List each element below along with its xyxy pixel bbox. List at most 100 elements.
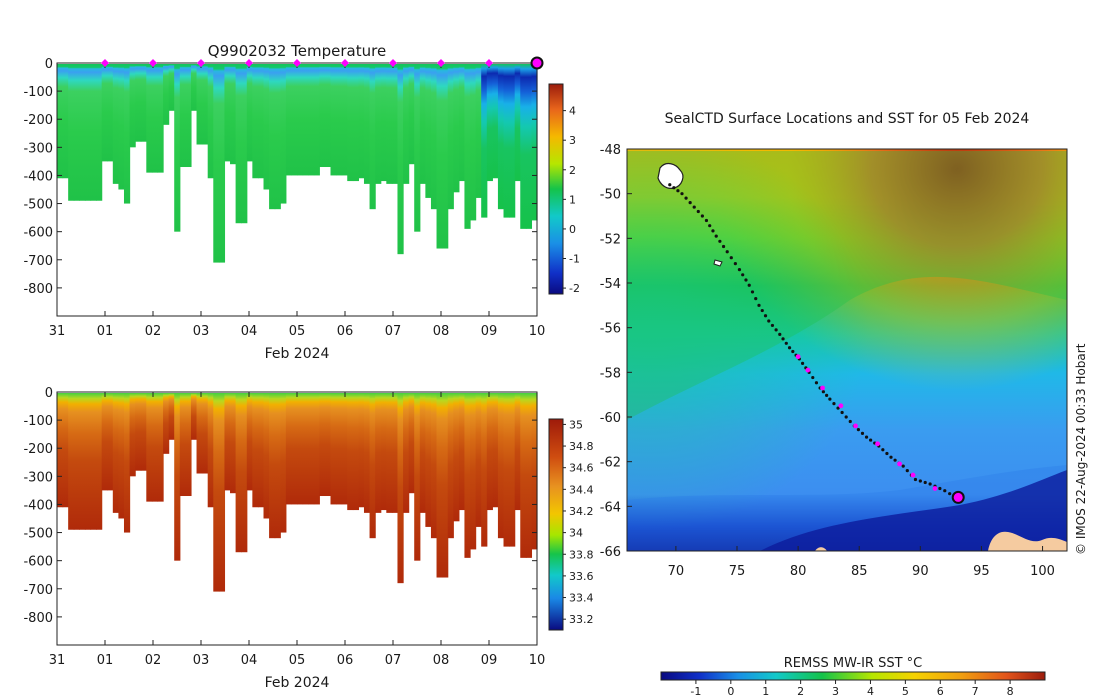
- temperature-profile: [146, 64, 152, 173]
- temperature-profile: [113, 64, 119, 184]
- salinity-colorbar-tick-label: 34.2: [569, 505, 594, 518]
- track-point: [785, 342, 788, 345]
- salinity-colorbar-tick-label: 34.6: [569, 462, 594, 475]
- temperature-profile: [124, 64, 130, 204]
- sst-colorbar-tick-label: 7: [972, 685, 979, 698]
- salinity-profile: [520, 393, 526, 558]
- temperature-x-tick-label: 07: [385, 324, 402, 339]
- salinity-y-tick-label: -400: [23, 498, 53, 513]
- track-daily-marker: [853, 424, 858, 429]
- temperature-x-tick-label: 09: [481, 324, 498, 339]
- temperature-profile: [481, 64, 487, 218]
- map-y-tick-label: -48: [600, 143, 621, 158]
- temperature-y-tick-label: -400: [23, 169, 53, 184]
- temperature-profile: [442, 64, 448, 249]
- temperature-section-panel: Q9902032 Temperature 0 -100 -200 -300 -400 -5…: [23, 42, 579, 362]
- track-point: [718, 240, 721, 243]
- sst-colorbar: [661, 672, 1045, 680]
- track-point: [781, 337, 784, 340]
- track-point: [672, 186, 675, 189]
- salinity-profile: [208, 393, 214, 507]
- salinity-x-tick-label: 02: [145, 653, 162, 668]
- track-daily-marker: [911, 473, 916, 478]
- temperature-y-tick-label: -800: [23, 282, 53, 297]
- temperature-colorbar-tick-label: -2: [569, 282, 580, 295]
- temperature-profile: [314, 64, 320, 175]
- sst-colorbar-tick-label: 8: [1007, 685, 1014, 698]
- sst-colorbar-tick-label: 1: [762, 685, 769, 698]
- salinity-profile: [442, 393, 448, 578]
- salinity-x-label: Feb 2024: [265, 675, 330, 691]
- temperature-colorbar-tick-label: 3: [569, 134, 576, 147]
- track-daily-marker: [897, 462, 902, 467]
- temperature-profile: [325, 64, 331, 167]
- salinity-profile: [96, 393, 102, 530]
- salinity-profile: [330, 393, 336, 504]
- salinity-profile: [470, 393, 476, 549]
- temperature-profile: [347, 64, 353, 181]
- salinity-section-panel: 0-100-200-300-400-500-600-700-800 31 01 02…: [23, 386, 593, 691]
- temperature-x-tick-label: 31: [49, 324, 66, 339]
- salinity-profile: [420, 393, 426, 513]
- salinity-profile: [392, 393, 398, 513]
- track-point: [676, 189, 679, 192]
- track-point: [705, 219, 708, 222]
- temperature-colorbar-tick-label: 4: [569, 105, 576, 118]
- salinity-profile: [57, 393, 63, 507]
- salinity-profile: [297, 393, 303, 504]
- salinity-profile: [347, 393, 353, 510]
- salinity-colorbar-tick-label: 34.4: [569, 483, 594, 496]
- salinity-profile: [146, 393, 152, 502]
- track-point: [801, 362, 804, 365]
- salinity-colorbar-tick-label: 35: [569, 418, 583, 431]
- figure-canvas: Q9902032 Temperature 0-100-200-300-400-5…: [0, 0, 1100, 700]
- track-point: [734, 262, 737, 265]
- salinity-profile: [487, 393, 493, 510]
- sst-field: [627, 149, 1067, 551]
- map-y-tick-label: -60: [600, 411, 621, 426]
- track-point: [761, 309, 764, 312]
- temperature-profile: [319, 64, 325, 167]
- temperature-profile: [459, 64, 465, 181]
- temperature-profile: [152, 64, 158, 173]
- track-point: [697, 210, 700, 213]
- temperature-profile: [414, 64, 420, 232]
- temperature-profile: [425, 64, 431, 198]
- track-point: [885, 452, 888, 455]
- temperature-panel-title: Q9902032 Temperature: [208, 42, 386, 60]
- track-point: [881, 448, 884, 451]
- temperature-profile: [264, 64, 270, 190]
- temperature-profile: [57, 64, 63, 178]
- salinity-profile: [314, 393, 320, 504]
- salinity-profile: [63, 393, 69, 507]
- track-daily-marker: [796, 354, 801, 359]
- temperature-profile: [392, 64, 398, 184]
- latest-profile-marker: [532, 58, 543, 69]
- salinity-colorbar-tick-label: 33.2: [569, 613, 594, 626]
- salinity-profile: [107, 393, 113, 490]
- salinity-profile: [375, 393, 381, 513]
- salinity-profile: [386, 393, 392, 513]
- salinity-profile: [275, 393, 281, 538]
- salinity-profile: [68, 393, 74, 530]
- track-point: [764, 314, 767, 317]
- temperature-x-tick-label: 04: [241, 324, 258, 339]
- salinity-profile: [504, 393, 510, 547]
- temperature-profile: [107, 64, 113, 161]
- temperature-profile: [509, 64, 515, 218]
- salinity-profile: [280, 393, 286, 533]
- salinity-profile: [113, 393, 119, 513]
- temperature-x-tick-label: 10: [529, 324, 546, 339]
- temperature-profile: [163, 64, 169, 125]
- temperature-profile: [381, 64, 387, 181]
- track-daily-marker: [805, 368, 810, 373]
- map-y-tick-label: -62: [600, 456, 621, 471]
- salinity-profile: [79, 393, 85, 530]
- map-y-tick-label: -58: [600, 366, 621, 381]
- track-point: [701, 214, 704, 217]
- salinity-profile: [247, 393, 253, 490]
- temperature-profile: [219, 64, 225, 263]
- track-point: [791, 350, 794, 353]
- temperature-y-tick-label: -200: [23, 113, 53, 128]
- temperature-profile: [297, 64, 303, 175]
